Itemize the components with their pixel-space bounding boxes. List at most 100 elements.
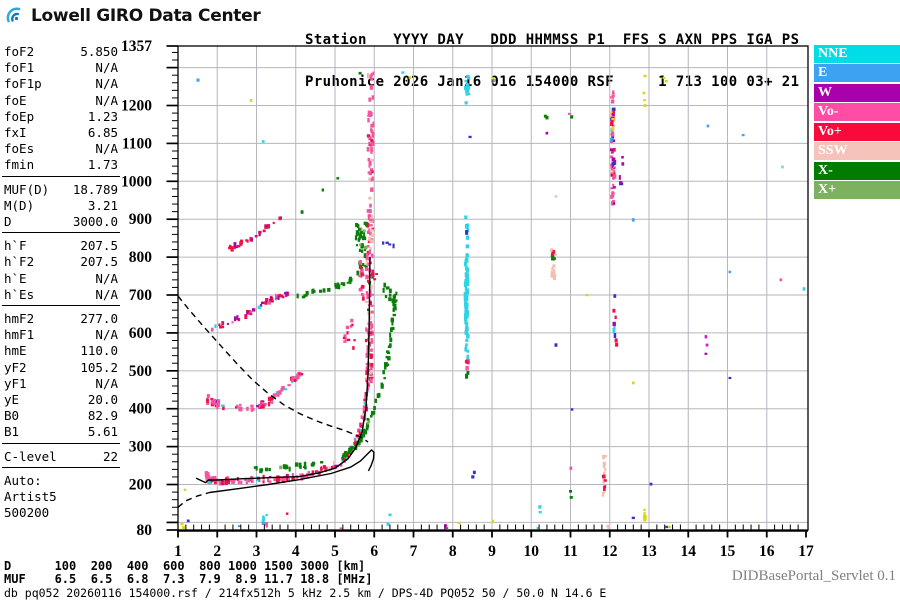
echo-dot [267,478,270,483]
param-row: B0 82.9 [4,408,118,424]
echo-dot [297,372,300,375]
param-row: fxI 6.85 [4,125,118,141]
echo-dot [538,511,542,514]
echo-dot [631,381,635,385]
echo-dot [384,366,387,370]
echo-dot [367,114,371,117]
echo-dot [667,525,671,529]
echo-dot [610,170,614,173]
echo-dot [468,92,471,96]
echo-dot [704,352,708,355]
echo-dot [354,443,357,448]
echo-dot [359,266,362,270]
echo-dot [369,246,372,250]
echo-dot [465,289,469,294]
legend-item-e[interactable]: E [814,64,900,83]
echo-dot [464,327,468,332]
echo-dot [603,455,607,458]
echo-dot [618,175,621,180]
echo-dot [611,135,615,139]
legend-item-nne[interactable]: NNE [814,45,900,63]
echo-dot [643,511,646,516]
echo-dot [370,310,374,314]
echo-dot [285,478,288,482]
echo-dot [288,477,290,481]
lowell-giro-logo: Lowell GIRO Data Center [4,4,261,28]
echo-dot [303,461,307,467]
echo-dot [368,236,371,241]
echo-dot [246,406,249,411]
echo-dot [358,233,363,239]
echo-dot [388,297,392,302]
y-axis-label: 500 [129,363,153,380]
echo-dot [346,338,351,342]
echo-dot [621,162,625,166]
echo-dot [603,474,606,478]
param-label: h`E [4,270,27,286]
param-value: N/A [95,270,118,286]
echo-dot [612,308,616,313]
echo-dot [257,305,261,309]
echo-dot [370,128,373,132]
echo-dot [388,513,392,517]
echo-dot [293,379,297,382]
echo-dot [369,327,373,330]
echo-dot [281,477,285,482]
echo-dot [467,76,471,80]
legend-item-w[interactable]: W [814,83,900,102]
param-label: M(D) [4,197,35,213]
echo-dot [612,107,616,111]
param-label: hmF1 [4,327,35,343]
echo-dot [364,221,368,227]
echo-dot [212,398,217,402]
param-value: 1.23 [87,108,118,124]
param-value: 5.850 [80,44,118,59]
echo-dot [464,101,468,105]
echo-dot [284,464,288,470]
echo-dot [612,110,615,114]
echo-dot [355,230,360,235]
legend-item-x[interactable]: X+ [814,181,900,200]
echo-dot [362,263,365,267]
echo-dot [552,264,556,268]
echo-dot [611,100,615,103]
param-label: h`F2 [4,254,35,270]
echo-dot [365,352,369,358]
echo-dot [371,133,375,138]
legend-item-vo[interactable]: Vo+ [814,122,900,141]
echo-dot [350,318,354,323]
echo-dot [369,232,373,236]
echo-dot [368,136,372,141]
echo-dot [609,155,613,159]
echo-dot [342,282,346,287]
echo-dot [322,465,327,469]
echo-dot [217,399,221,405]
echo-dot [275,391,280,395]
echo-dot [613,326,616,330]
measurement-footer: db pq052 20260116 154000.rsf / 214fx512h… [4,586,607,600]
echo-dot [279,465,283,470]
echo-dot [236,245,241,248]
param-row: Artist5 [4,489,118,505]
echo-dot [302,476,305,479]
param-separator [2,466,120,468]
param-label: yF2 [4,359,27,375]
echo-dot [304,466,307,470]
echo-dot [610,137,613,143]
param-label: foF1p [4,76,42,92]
echo-dot [236,404,239,408]
echo-dot [225,476,229,480]
legend-item-vo[interactable]: Vo- [814,103,900,122]
echo-dot [610,120,614,124]
echo-dot [569,490,572,493]
echo-dot [286,474,289,479]
echo-dot [295,375,298,381]
echo-dot [367,262,370,267]
x-axis-label: 12 [602,543,618,560]
echo-dot [550,248,554,253]
legend-item-x[interactable]: X- [814,161,900,180]
echo-dot [370,253,374,257]
param-label: fxI [4,125,27,140]
legend-item-ssw[interactable]: SSW [814,142,900,161]
